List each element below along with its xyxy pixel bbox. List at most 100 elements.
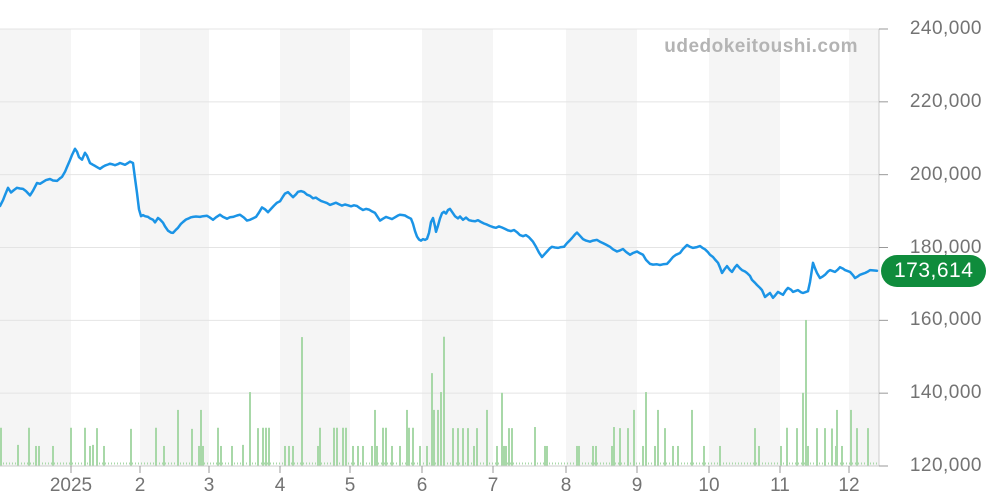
volume-bar — [292, 445, 294, 466]
x-axis-label: 8 — [560, 475, 572, 496]
y-axis-label: 180,000 — [909, 236, 982, 258]
volume-bar — [130, 428, 132, 466]
volume-bar — [796, 428, 798, 466]
volume-bar — [217, 427, 219, 466]
volume-bar — [17, 444, 19, 466]
volume-bar — [807, 445, 809, 466]
volume-bar — [754, 428, 756, 466]
volume-bar — [664, 428, 666, 466]
volume-bar — [613, 427, 615, 466]
volume-bar — [657, 409, 659, 466]
volume-bar — [831, 428, 833, 466]
volume-bar — [265, 427, 267, 466]
volume-bar — [576, 445, 578, 466]
volume-bar — [511, 428, 513, 466]
volume-bar — [249, 392, 251, 466]
volume-bar — [645, 392, 647, 466]
volume-bar — [856, 428, 858, 466]
volume-bar — [867, 428, 869, 466]
volume-bar — [719, 445, 721, 466]
y-axis-label: 120,000 — [909, 455, 982, 476]
volume-bar — [96, 428, 98, 466]
volume-bar — [476, 428, 478, 466]
x-axis-label: 4 — [274, 475, 286, 496]
volume-bar — [52, 445, 54, 466]
volume-bar — [437, 409, 439, 466]
x-axis-label: 3 — [203, 475, 215, 496]
volume-bar — [703, 445, 705, 466]
volume-bar — [505, 445, 507, 466]
volume-bar — [268, 427, 270, 466]
volume-bar — [391, 445, 393, 466]
volume-bar — [220, 445, 222, 466]
last-price-badge: 173,614 — [881, 254, 987, 287]
volume-bar — [836, 409, 838, 466]
volume-bar — [0, 427, 2, 466]
volume-bar — [231, 445, 233, 466]
x-axis-label: 10 — [698, 475, 720, 496]
volume-bar — [92, 444, 94, 466]
volume-bar — [163, 445, 165, 466]
volume-bar — [486, 409, 488, 466]
volume-bar — [357, 445, 359, 466]
price-line — [0, 147, 879, 300]
volume-bar — [824, 428, 826, 466]
volume-bar — [200, 409, 202, 466]
x-axis-label: 12 — [838, 475, 860, 496]
volume-bar — [345, 427, 347, 466]
volume-bar — [385, 427, 387, 466]
volume-bar — [627, 428, 629, 466]
volume-bar — [198, 445, 200, 466]
volume-bar — [633, 409, 635, 466]
x-axis-label: 7 — [487, 475, 499, 496]
volume-bar — [84, 427, 86, 466]
volume-bar — [288, 445, 290, 466]
volume-bar — [371, 445, 373, 466]
volume-bar — [544, 445, 546, 466]
volume-bar — [431, 373, 433, 466]
volume-bar — [352, 445, 354, 466]
x-axis-label: 5 — [344, 475, 356, 496]
volume-bar — [38, 445, 40, 466]
volume-bar — [457, 428, 459, 466]
volume-bar — [257, 428, 259, 466]
volume-bar — [802, 392, 804, 466]
volume-bar — [619, 428, 621, 466]
y-axis-label: 220,000 — [909, 90, 982, 112]
volume-bar — [501, 392, 503, 466]
y-axis-label: 140,000 — [909, 382, 982, 404]
x-axis-label: 11 — [770, 475, 790, 496]
last-price-value: 173,614 — [894, 258, 974, 282]
volume-bar — [177, 409, 179, 466]
volume-bar — [382, 427, 384, 466]
volume-bar — [399, 445, 401, 466]
volume-bar — [850, 409, 852, 466]
volume-bar — [462, 428, 464, 466]
volume-bar — [374, 409, 376, 466]
volume-bar — [191, 428, 193, 466]
volume-bar — [758, 445, 760, 466]
volume-bar — [35, 445, 37, 466]
volume-bar — [496, 445, 498, 466]
volume-bar — [426, 445, 428, 466]
volume-bar — [70, 427, 72, 466]
volume-bar — [336, 427, 338, 466]
volume-bar — [333, 427, 335, 466]
x-axis-label: 2 — [134, 475, 146, 496]
volume-bar — [103, 445, 105, 466]
volume-bar — [841, 445, 843, 466]
volume-bar — [473, 445, 475, 466]
volume-bar — [202, 445, 204, 466]
volume-bar — [691, 409, 693, 466]
volume-bar — [433, 409, 435, 466]
volume-bar — [592, 445, 594, 466]
x-axis-label: 2025 — [49, 475, 93, 496]
volume-bar — [595, 445, 597, 466]
volume-bar — [805, 319, 807, 466]
volume-bar — [611, 445, 613, 466]
y-axis-label: 240,000 — [909, 18, 982, 39]
volume-bar — [440, 392, 442, 466]
y-axis-label: 200,000 — [909, 163, 982, 185]
